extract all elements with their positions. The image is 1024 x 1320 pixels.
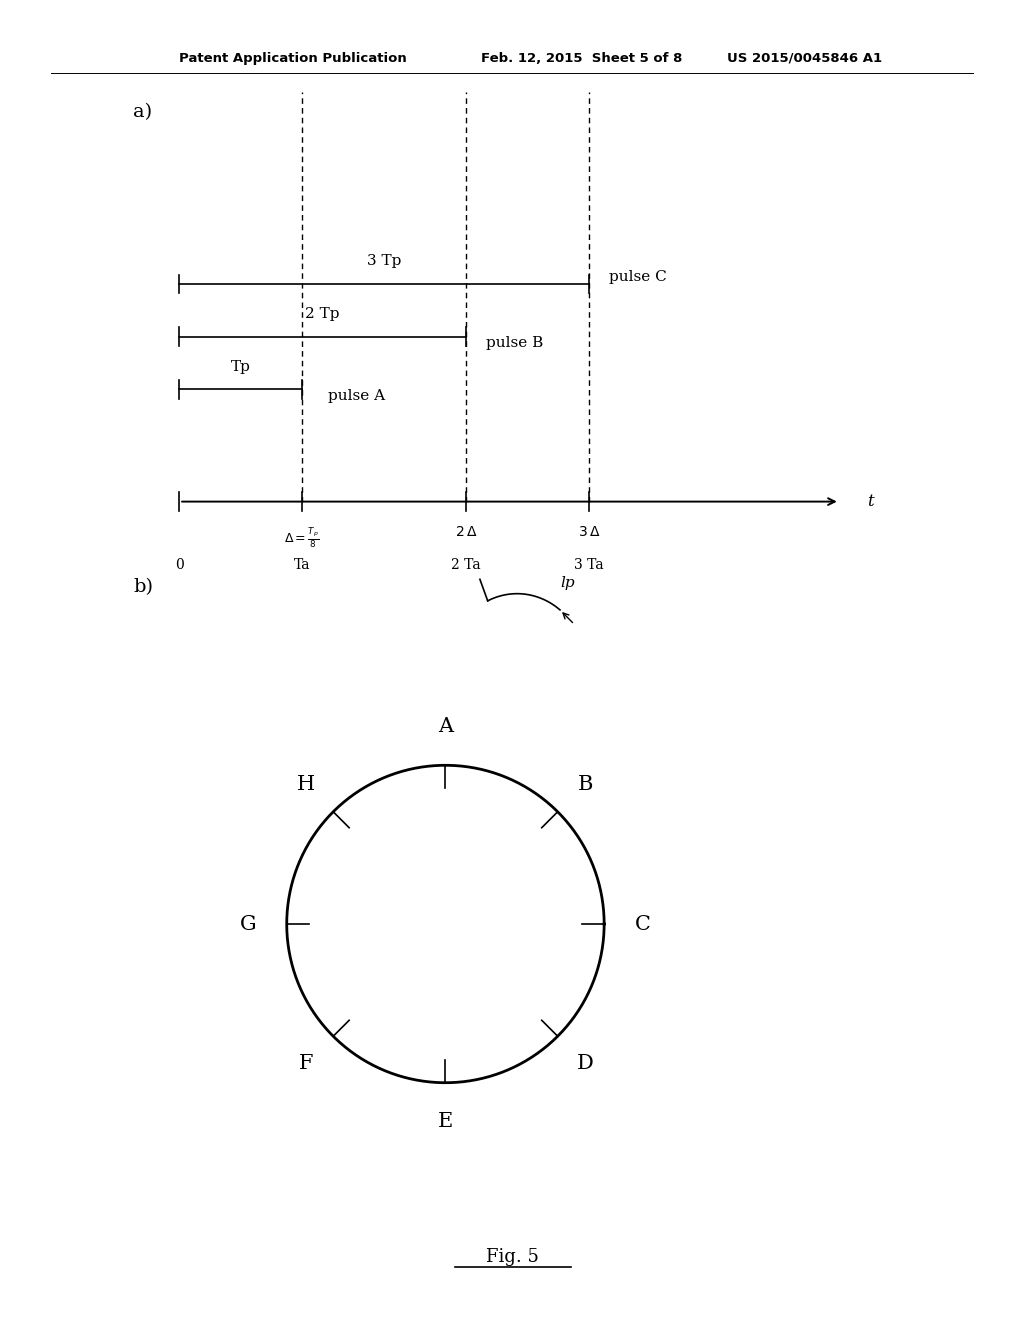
Text: Ta: Ta	[294, 558, 310, 573]
Text: Tp: Tp	[230, 359, 251, 374]
Text: C: C	[635, 915, 651, 933]
Text: A: A	[438, 717, 453, 735]
Text: E: E	[438, 1113, 453, 1131]
Text: $2\,\Delta$: $2\,\Delta$	[455, 525, 477, 540]
Text: b): b)	[133, 578, 154, 597]
Text: US 2015/0045846 A1: US 2015/0045846 A1	[727, 51, 882, 65]
Text: 0: 0	[175, 558, 183, 573]
Text: pulse A: pulse A	[328, 389, 385, 403]
Text: $\Delta = \frac{T_p}{8}$: $\Delta = \frac{T_p}{8}$	[285, 525, 319, 550]
Text: B: B	[578, 775, 593, 793]
Text: lp: lp	[561, 576, 575, 590]
Text: G: G	[240, 915, 256, 933]
Text: F: F	[298, 1055, 313, 1073]
Text: pulse C: pulse C	[609, 271, 667, 284]
Text: Fig. 5: Fig. 5	[485, 1247, 539, 1266]
Text: 3 Tp: 3 Tp	[367, 253, 401, 268]
Text: pulse B: pulse B	[486, 337, 544, 350]
Text: D: D	[577, 1055, 594, 1073]
Text: 2 Tp: 2 Tp	[305, 306, 340, 321]
Text: Patent Application Publication: Patent Application Publication	[179, 51, 407, 65]
Text: a): a)	[133, 103, 153, 121]
Text: Feb. 12, 2015  Sheet 5 of 8: Feb. 12, 2015 Sheet 5 of 8	[481, 51, 683, 65]
Text: 3 Ta: 3 Ta	[574, 558, 603, 573]
Text: H: H	[297, 775, 314, 793]
Text: t: t	[867, 494, 873, 510]
Text: 2 Ta: 2 Ta	[452, 558, 480, 573]
Text: $3\,\Delta$: $3\,\Delta$	[578, 525, 600, 540]
